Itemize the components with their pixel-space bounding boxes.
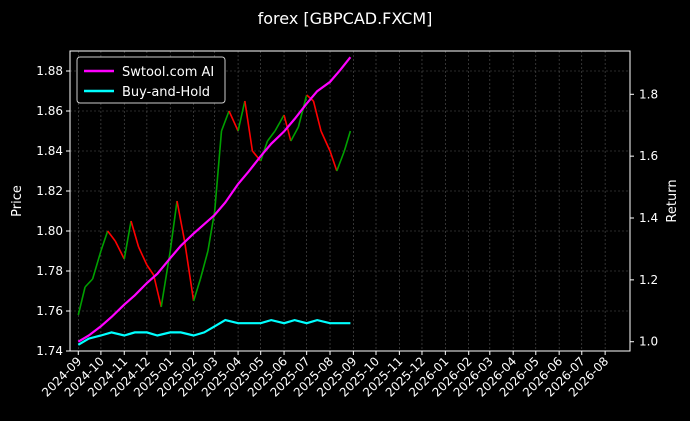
series-line-buy-and-hold xyxy=(77,318,351,346)
y-axis-right-title: Return xyxy=(665,179,680,222)
price-series xyxy=(77,94,352,316)
plot-frame xyxy=(69,50,631,352)
price-segment-up xyxy=(213,130,223,212)
price-segment-down xyxy=(320,130,331,152)
legend-label-swtool: Swtool.com AI xyxy=(122,65,214,80)
price-segment-up xyxy=(237,100,246,132)
series-line-swtool xyxy=(77,56,352,343)
price-segment-down xyxy=(137,246,148,266)
price-segment-down xyxy=(176,200,186,242)
price-segment-up xyxy=(290,126,300,142)
y-right-tick-label: 1.4 xyxy=(639,211,658,225)
price-segment-down xyxy=(312,100,322,132)
price-segment-down xyxy=(329,150,338,172)
legend-label-buy-and-hold: Buy-and-Hold xyxy=(122,85,210,100)
y-left-tick-label: 1.76 xyxy=(36,304,63,318)
price-segment-up xyxy=(297,94,308,128)
price-segment-up xyxy=(207,210,216,252)
y-right-tick-label: 1.0 xyxy=(639,335,658,349)
price-segment-down xyxy=(152,274,162,308)
price-segment-up xyxy=(192,278,202,302)
price-segment-down xyxy=(228,110,239,132)
price-segment-up xyxy=(199,250,209,280)
price-segment-up xyxy=(91,250,102,280)
price-segment-down xyxy=(244,100,254,152)
y-left-tick-label: 1.82 xyxy=(36,184,63,198)
y-left-tick-label: 1.80 xyxy=(36,224,63,238)
price-segment-up xyxy=(336,150,346,172)
price-segment-up xyxy=(266,130,276,142)
y-right-tick-label: 1.8 xyxy=(639,87,658,101)
y-left-tick-label: 1.88 xyxy=(36,64,63,78)
price-segment-down xyxy=(130,220,140,248)
price-segment-up xyxy=(84,278,94,288)
y-axis-left-title: Price xyxy=(10,185,25,217)
price-segment-up xyxy=(220,110,230,132)
price-segment-up xyxy=(169,200,178,252)
price-segment-up xyxy=(343,130,352,152)
y-left-tick-label: 1.74 xyxy=(36,344,63,358)
price-segment-up xyxy=(77,286,86,316)
y-left-tick-label: 1.78 xyxy=(36,264,63,278)
price-segment-up xyxy=(100,230,109,252)
y-left-tick-label: 1.86 xyxy=(36,104,63,118)
y-right-tick-label: 1.2 xyxy=(639,273,658,287)
price-segment-down xyxy=(107,230,116,242)
y-right-tick-label: 1.6 xyxy=(639,149,658,163)
price-segment-down xyxy=(183,240,195,302)
price-segment-down xyxy=(146,264,155,276)
chart-title: forex [GBPCAD.FXCM] xyxy=(258,9,433,28)
price-segment-up xyxy=(123,220,132,260)
price-segment-down xyxy=(114,240,125,260)
price-segment-up xyxy=(274,114,285,132)
legend: Swtool.com AI Buy-and-Hold xyxy=(76,56,226,104)
y-left-tick-label: 1.84 xyxy=(36,144,63,158)
return-series-layer xyxy=(77,56,352,346)
